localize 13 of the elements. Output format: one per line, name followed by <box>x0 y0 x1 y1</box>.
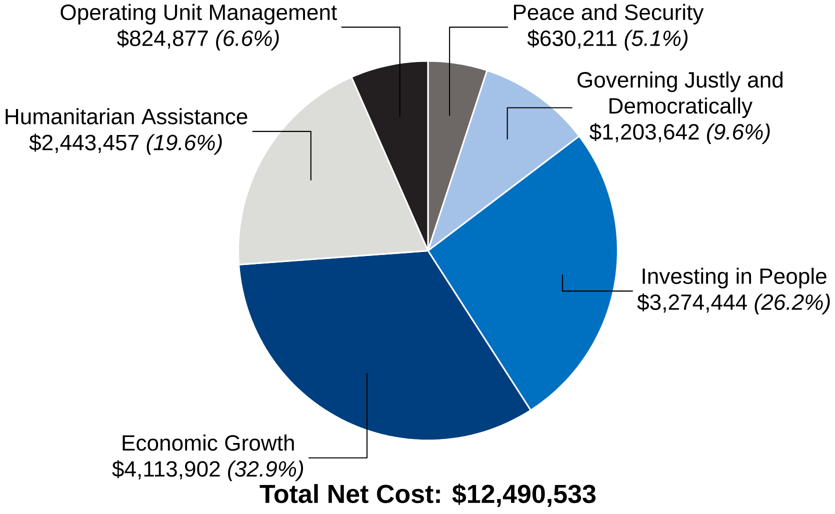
text: Total Net Cost: $12,490,533 <box>260 483 596 507</box>
data-label: $3,274,444 (26.2%) <box>637 293 830 314</box>
data-label: $1,203,642 (9.6%) <box>590 122 770 144</box>
slice-label: Economic Growth <box>122 434 294 451</box>
data-label: $630,211 (5.1%) <box>527 29 688 50</box>
slice-label: Operating Unit Management <box>60 4 337 24</box>
slice-label: Governing Justly and Democratically <box>578 71 782 118</box>
data-label: $4,113,902 (32.9%) <box>112 460 304 481</box>
data-label: $824,877 (6.6%) <box>117 29 279 50</box>
slice-label: Peace and Security <box>514 4 704 24</box>
slice-label: Investing in People <box>642 268 826 288</box>
slice-label: Humanitarian Assistance <box>6 108 248 124</box>
data-label: $2,443,457 (19.6%) <box>29 134 222 155</box>
